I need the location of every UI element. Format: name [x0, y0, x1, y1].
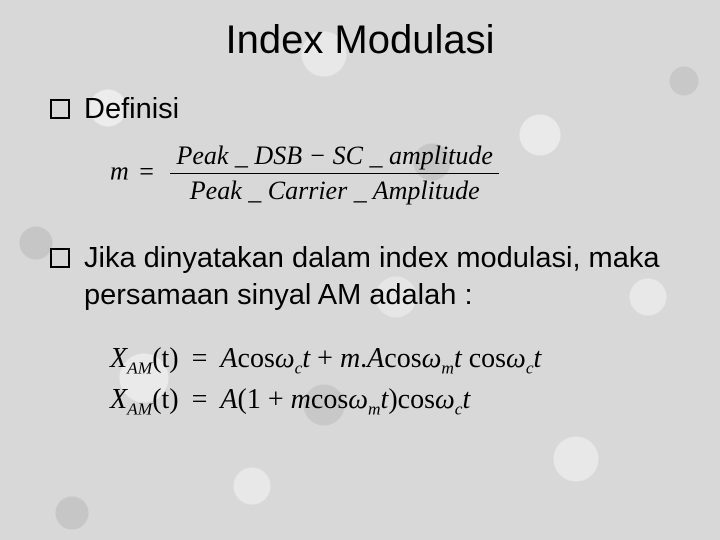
equals-sign: =: [192, 384, 208, 415]
eq-lhs-arg: (t): [152, 343, 178, 374]
square-bullet-icon: [50, 248, 70, 268]
eq-lhs-arg: (t): [152, 384, 178, 415]
fraction: Peak _ DSB − SC _ amplitude Peak _ Carri…: [170, 141, 499, 206]
slide-title: Index Modulasi: [40, 18, 680, 63]
bullet-item: Definisi: [50, 91, 680, 127]
bullet-text: Definisi: [84, 91, 179, 127]
bullet-text: Jika dinyatakan dalam index modulasi, ma…: [84, 240, 680, 313]
equals-sign: =: [192, 343, 208, 374]
equation-line-2: XAM(t) = A(1 + mcosωmt)cosωct: [110, 384, 680, 420]
formula-lhs: m: [110, 157, 129, 186]
fraction-denominator: Peak _ Carrier _ Amplitude: [170, 174, 499, 206]
fraction-numerator: Peak _ DSB − SC _ amplitude: [170, 141, 499, 174]
eq-lhs-sub: AM: [127, 358, 152, 377]
square-bullet-icon: [50, 99, 70, 119]
eq-rhs: A(1 + mcosωmt)cosωct: [220, 384, 470, 415]
eq-rhs: Acosωct + m.Acosωmt cosωct: [220, 343, 541, 374]
equation-line-1: XAM(t) = Acosωct + m.Acosωmt cosωct: [110, 343, 680, 379]
eq-lhs-base: X: [110, 343, 127, 374]
formula-definition: m = Peak _ DSB − SC _ amplitude Peak _ C…: [110, 141, 680, 206]
formula-am-signal: XAM(t) = Acosωct + m.Acosωmt cosωct XAM(…: [110, 343, 680, 420]
eq-lhs-sub: AM: [127, 400, 152, 419]
equals-sign: =: [139, 157, 154, 186]
bullet-item: Jika dinyatakan dalam index modulasi, ma…: [50, 240, 680, 313]
eq-lhs-base: X: [110, 384, 127, 415]
